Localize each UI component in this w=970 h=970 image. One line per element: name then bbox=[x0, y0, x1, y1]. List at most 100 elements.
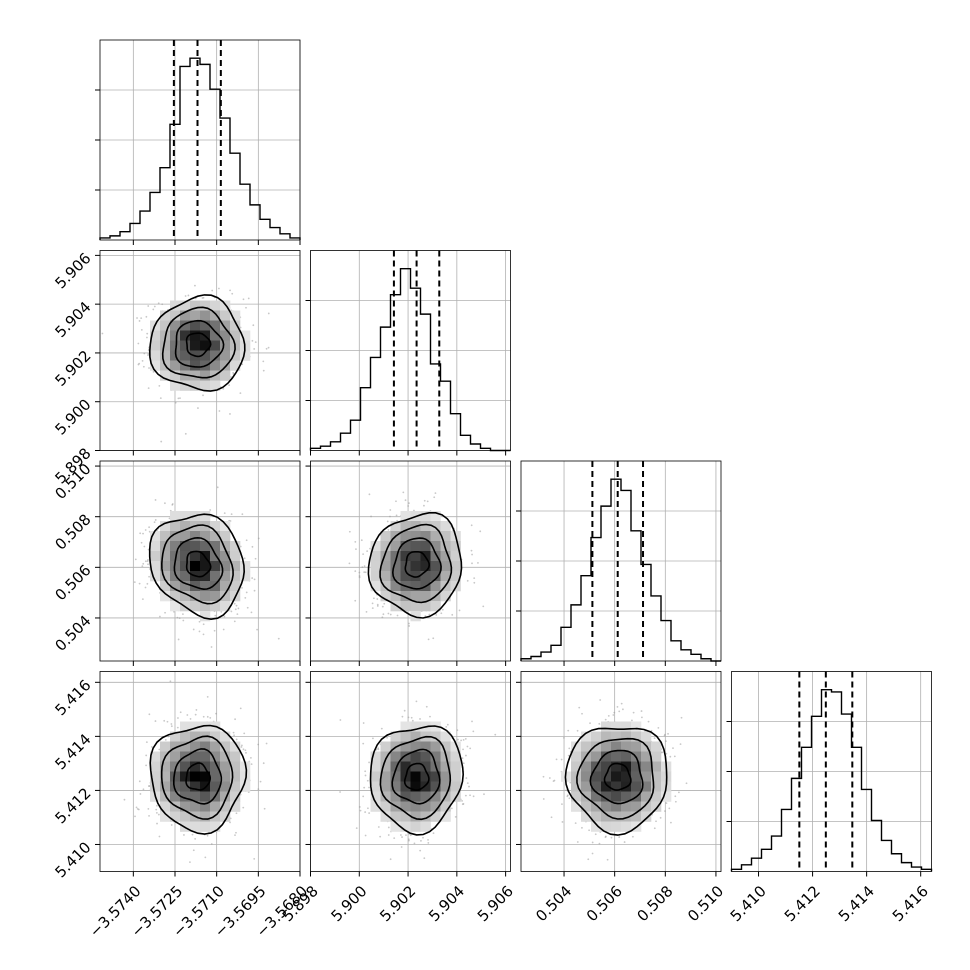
scatter-point bbox=[358, 806, 361, 808]
density-cell bbox=[150, 531, 161, 542]
density-cell bbox=[200, 821, 211, 832]
density-cell bbox=[370, 771, 381, 782]
density-cell bbox=[220, 531, 231, 542]
scatter-point bbox=[369, 547, 371, 550]
density-cells bbox=[370, 511, 461, 622]
scatter-point bbox=[198, 630, 201, 633]
density-cell bbox=[210, 541, 221, 552]
density-cell bbox=[420, 771, 431, 782]
scatter-point bbox=[242, 748, 245, 751]
contour bbox=[173, 748, 223, 805]
scatter-point bbox=[553, 779, 556, 782]
density-cell bbox=[400, 821, 411, 832]
scatter-point bbox=[376, 598, 379, 600]
scatter-point bbox=[229, 821, 231, 824]
scatter-point bbox=[235, 812, 238, 815]
density-cell bbox=[180, 551, 191, 562]
scatter-point bbox=[363, 565, 366, 568]
density-cell bbox=[180, 741, 191, 752]
density-cell bbox=[400, 781, 411, 792]
scatter-point bbox=[148, 367, 150, 369]
density-cell bbox=[230, 320, 241, 331]
scatter-point bbox=[257, 743, 260, 746]
density-cell bbox=[410, 581, 421, 592]
density-cell bbox=[190, 721, 201, 732]
scatter-point bbox=[618, 710, 621, 713]
scatter-point bbox=[148, 575, 150, 578]
density-cell bbox=[440, 531, 451, 542]
scatter-point bbox=[198, 620, 201, 623]
scatter-point bbox=[179, 397, 181, 400]
density-cell bbox=[200, 721, 211, 732]
density-cell bbox=[420, 591, 431, 602]
density-cell bbox=[611, 751, 622, 762]
density-cell bbox=[390, 781, 401, 792]
scatter-point bbox=[254, 341, 257, 344]
scatter-point bbox=[680, 716, 683, 719]
density-cell bbox=[430, 561, 441, 572]
density-cell bbox=[220, 811, 231, 822]
scatter-point bbox=[230, 610, 233, 613]
density-cell bbox=[190, 601, 201, 612]
scatter-point bbox=[468, 785, 470, 788]
scatter-point bbox=[237, 607, 240, 610]
y-tick-label: 5.412 bbox=[51, 784, 94, 827]
density-cell bbox=[200, 511, 211, 522]
scatter-point bbox=[471, 720, 473, 723]
density-cell bbox=[230, 801, 241, 812]
scatter-point bbox=[372, 737, 374, 740]
density-cell bbox=[190, 751, 201, 762]
density-cell bbox=[410, 601, 421, 612]
scatter-point bbox=[366, 779, 369, 782]
density-cell bbox=[220, 591, 231, 602]
density-cell bbox=[631, 801, 642, 812]
density-cell bbox=[611, 721, 622, 732]
scatter-point bbox=[407, 505, 410, 507]
density-cell bbox=[641, 791, 652, 802]
density-cell bbox=[440, 521, 451, 532]
density-cell bbox=[571, 791, 582, 802]
scatter-point bbox=[370, 515, 372, 518]
scatter-point bbox=[101, 332, 104, 335]
scatter-point bbox=[358, 576, 361, 579]
scatter-point bbox=[156, 822, 158, 825]
density-cell bbox=[170, 801, 181, 812]
scatter-point bbox=[599, 699, 602, 701]
scatter-point bbox=[563, 736, 565, 739]
density-cell bbox=[200, 801, 211, 812]
density-cell bbox=[651, 801, 662, 812]
density-cell bbox=[380, 811, 391, 822]
scatter-point bbox=[413, 509, 415, 512]
scatter-point bbox=[425, 705, 428, 708]
scatter-point bbox=[239, 707, 242, 710]
scatter-point bbox=[368, 812, 371, 814]
scatter-point bbox=[433, 496, 436, 499]
density-cell bbox=[180, 340, 191, 351]
scatter-point bbox=[244, 749, 247, 752]
scatter-point bbox=[466, 579, 469, 582]
density-cell bbox=[380, 761, 391, 772]
density-cell bbox=[571, 741, 582, 752]
density-cell bbox=[180, 330, 191, 341]
density-cell bbox=[210, 531, 221, 542]
density-cell bbox=[420, 601, 431, 612]
y-tick-label: 5.902 bbox=[51, 347, 94, 390]
density-cell bbox=[440, 541, 451, 552]
scatter-point bbox=[381, 616, 384, 619]
density-cell bbox=[380, 531, 391, 542]
scatter-point bbox=[142, 562, 145, 565]
scatter-point bbox=[206, 715, 209, 718]
density-cell bbox=[170, 751, 181, 762]
scatter-point bbox=[383, 602, 386, 605]
density-cell bbox=[621, 801, 632, 812]
density-cell bbox=[651, 741, 662, 752]
scatter-point bbox=[613, 711, 616, 714]
scatter-point bbox=[456, 729, 459, 732]
scatter-point bbox=[251, 577, 254, 579]
density-cells bbox=[370, 721, 461, 832]
scatter-point bbox=[422, 836, 424, 839]
density-cell bbox=[400, 601, 411, 612]
density-cell bbox=[200, 380, 211, 391]
density-cell bbox=[400, 741, 411, 752]
scatter-point bbox=[366, 550, 369, 553]
